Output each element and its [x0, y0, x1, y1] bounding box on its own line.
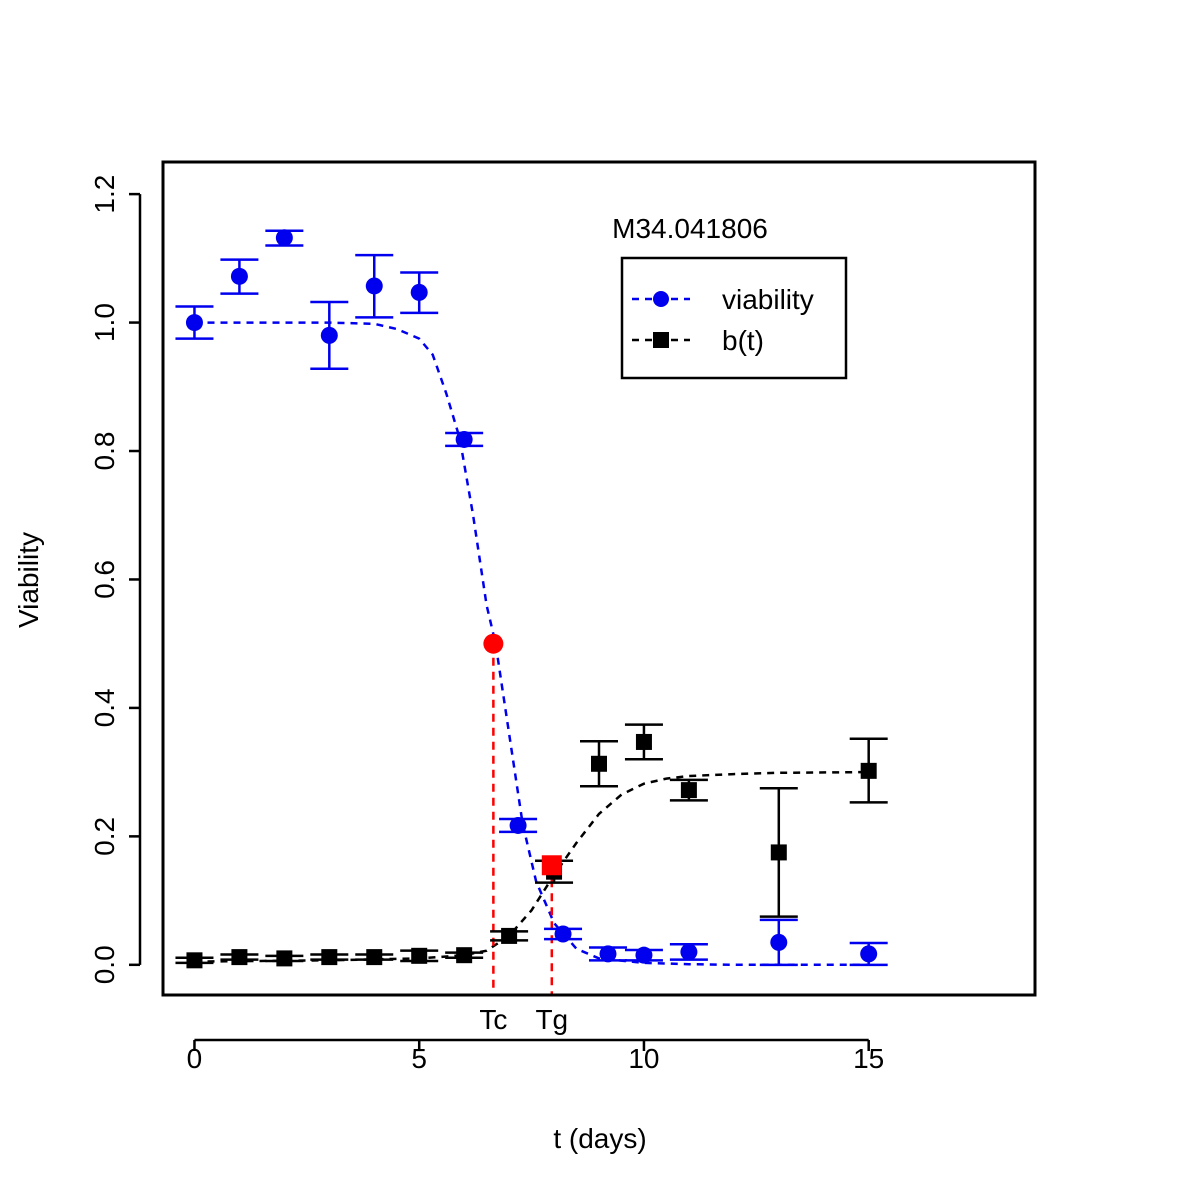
- x-tick-label: 10: [628, 1043, 659, 1074]
- chart-title: M34.041806: [612, 213, 768, 244]
- plot-frame: [161, 160, 1037, 997]
- x-axis-title: t (days): [553, 1123, 646, 1154]
- point-bt: [770, 844, 787, 861]
- x-tick-label: 15: [853, 1043, 884, 1074]
- point-bt: [366, 949, 383, 966]
- point-viability: [275, 229, 293, 247]
- y-tick-label: 0.0: [89, 945, 120, 984]
- y-tick-label: 0.8: [89, 432, 120, 471]
- threshold-label-tc: Tc: [479, 1004, 507, 1035]
- point-viability: [365, 277, 383, 295]
- point-bt: [501, 927, 518, 944]
- point-bt: [411, 947, 428, 964]
- y-axis: 0.0 0.2 0.4 0.6 0.8 1.0 1.2: [89, 175, 142, 984]
- point-viability: [635, 946, 653, 964]
- x-tick-label: 5: [411, 1043, 427, 1074]
- y-tick-label: 1.2: [89, 175, 120, 214]
- y-tick-label: 0.6: [89, 560, 120, 599]
- point-viability: [860, 945, 878, 963]
- legend-box: [620, 256, 848, 380]
- legend-marker-bt: [653, 332, 669, 348]
- point-viability: [509, 816, 527, 834]
- point-viability: [554, 925, 572, 943]
- highlight-point-tc: [483, 633, 504, 654]
- series-viability: [175, 229, 888, 967]
- point-bt: [591, 755, 607, 772]
- point-viability: [230, 267, 248, 285]
- legend-label-viability: viability: [722, 284, 814, 315]
- point-viability: [455, 430, 473, 448]
- point-viability: [320, 326, 338, 344]
- point-viability: [185, 314, 203, 332]
- point-viability: [770, 933, 788, 951]
- series-bt: [175, 723, 888, 969]
- point-bt: [680, 782, 697, 799]
- legend-label-bt: b(t): [722, 325, 764, 356]
- y-axis-title: Viability: [13, 532, 44, 628]
- point-viability: [599, 945, 617, 963]
- point-viability: [410, 283, 428, 301]
- legend: viability b(t): [620, 256, 848, 380]
- point-bt: [186, 952, 203, 969]
- point-bt: [456, 947, 473, 964]
- fit-curve-bt: [194, 770, 869, 963]
- point-bt: [860, 762, 877, 779]
- x-tick-label: 0: [187, 1043, 203, 1074]
- y-tick-label: 0.4: [89, 688, 120, 727]
- point-bt: [321, 949, 338, 966]
- highlight-point-tg: [541, 855, 562, 876]
- threshold-label-tg: Tg: [535, 1004, 568, 1035]
- x-axis: 0 5 10 15: [187, 1038, 884, 1074]
- legend-marker-viability: [653, 291, 669, 307]
- point-bt: [231, 949, 248, 966]
- y-tick-label: 0.2: [89, 817, 120, 856]
- data-layer: Tc Tg: [175, 229, 888, 1035]
- y-tick-label: 1.0: [89, 303, 120, 342]
- point-bt: [276, 950, 293, 967]
- point-bt: [635, 733, 652, 750]
- point-viability: [680, 943, 698, 961]
